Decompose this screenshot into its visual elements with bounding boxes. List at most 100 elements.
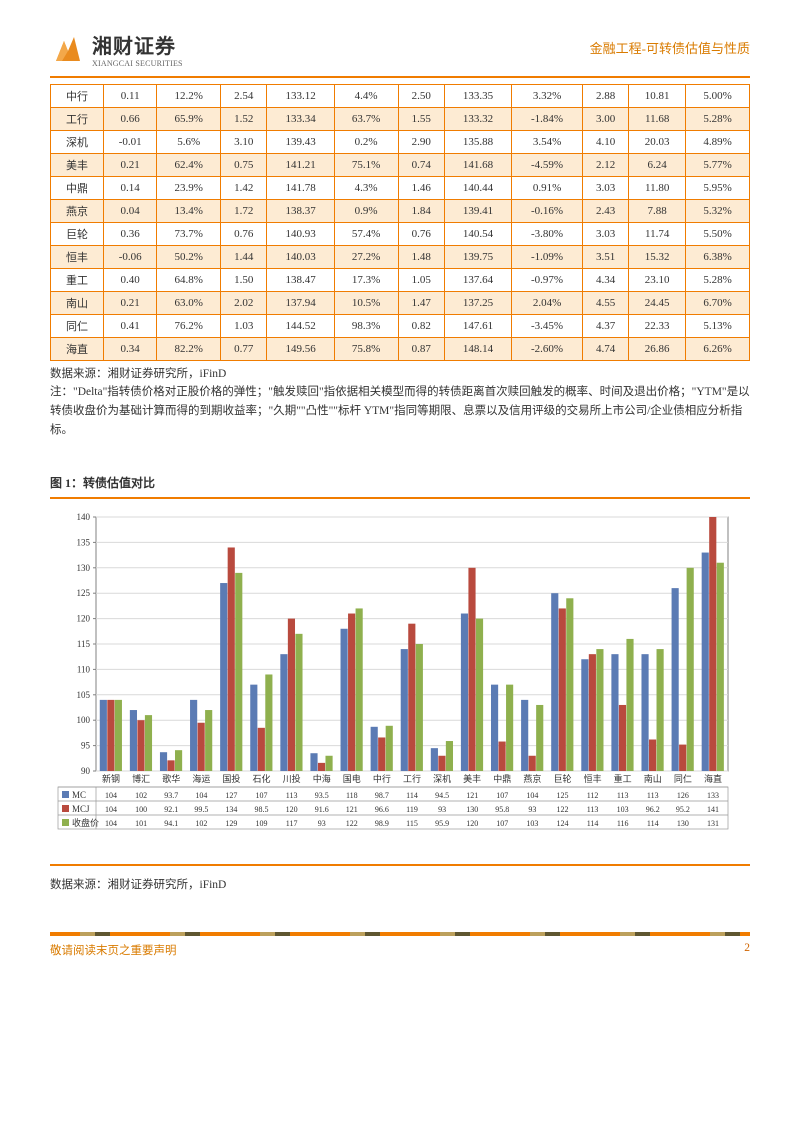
table-cell: 57.4% bbox=[334, 223, 398, 246]
table-cell: 3.03 bbox=[582, 223, 628, 246]
table-cell: 2.02 bbox=[221, 292, 267, 315]
table-cell: 144.52 bbox=[267, 315, 334, 338]
svg-text:美丰: 美丰 bbox=[463, 773, 481, 784]
table-cell: 76.2% bbox=[157, 315, 221, 338]
table-cell: 0.75 bbox=[221, 154, 267, 177]
table-cell: 50.2% bbox=[157, 246, 221, 269]
footer-disclaimer: 敬请阅读末页之重要声明 bbox=[50, 942, 177, 958]
svg-text:93: 93 bbox=[528, 805, 536, 814]
table-cell: 2.88 bbox=[582, 85, 628, 108]
table-cell: 12.2% bbox=[157, 85, 221, 108]
table-cell: 4.34 bbox=[582, 269, 628, 292]
table-cell: 恒丰 bbox=[51, 246, 104, 269]
svg-text:104: 104 bbox=[105, 819, 117, 828]
table-source: 数据来源：湘财证券研究所，iFinD bbox=[50, 365, 750, 381]
table-cell: 140.03 bbox=[267, 246, 334, 269]
svg-text:135: 135 bbox=[77, 537, 91, 547]
svg-text:国投: 国投 bbox=[222, 773, 240, 784]
table-cell: 5.77% bbox=[686, 154, 750, 177]
table-cell: -1.84% bbox=[512, 108, 583, 131]
table-cell: 0.14 bbox=[104, 177, 157, 200]
svg-text:收盘价: 收盘价 bbox=[72, 817, 99, 828]
svg-text:深机: 深机 bbox=[433, 773, 451, 784]
figure-rule bbox=[50, 497, 750, 499]
table-cell: 139.41 bbox=[444, 200, 511, 223]
figure-rule-bottom bbox=[50, 864, 750, 866]
table-cell: -2.60% bbox=[512, 338, 583, 361]
table-cell: -4.59% bbox=[512, 154, 583, 177]
footer-rule bbox=[50, 932, 750, 936]
svg-text:107: 107 bbox=[496, 819, 508, 828]
svg-text:恒丰: 恒丰 bbox=[584, 773, 602, 784]
table-cell: 138.37 bbox=[267, 200, 334, 223]
svg-text:140: 140 bbox=[77, 512, 91, 522]
table-cell: 0.76 bbox=[398, 223, 444, 246]
table-cell: 15.32 bbox=[629, 246, 686, 269]
table-cell: 64.8% bbox=[157, 269, 221, 292]
table-cell: 4.37 bbox=[582, 315, 628, 338]
svg-text:127: 127 bbox=[225, 791, 237, 800]
table-cell: 75.8% bbox=[334, 338, 398, 361]
table-cell: 13.4% bbox=[157, 200, 221, 223]
svg-text:93: 93 bbox=[318, 819, 326, 828]
svg-text:国电: 国电 bbox=[343, 773, 361, 784]
table-row: 南山0.2163.0%2.02137.9410.5%1.47137.252.04… bbox=[51, 292, 750, 315]
table-cell: 1.50 bbox=[221, 269, 267, 292]
table-row: 中行0.1112.2%2.54133.124.4%2.50133.353.32%… bbox=[51, 85, 750, 108]
table-cell: 141.78 bbox=[267, 177, 334, 200]
table-cell: 0.82 bbox=[398, 315, 444, 338]
table-cell: 141.21 bbox=[267, 154, 334, 177]
table-cell: 2.12 bbox=[582, 154, 628, 177]
table-cell: 3.51 bbox=[582, 246, 628, 269]
figure-title: 图 1：转债估值对比 bbox=[50, 474, 750, 491]
table-cell: 82.2% bbox=[157, 338, 221, 361]
table-row: 燕京0.0413.4%1.72138.370.9%1.84139.41-0.16… bbox=[51, 200, 750, 223]
table-cell: 深机 bbox=[51, 131, 104, 154]
table-cell: 137.25 bbox=[444, 292, 511, 315]
svg-text:100: 100 bbox=[135, 805, 147, 814]
svg-text:120: 120 bbox=[77, 614, 91, 624]
svg-text:南山: 南山 bbox=[644, 773, 662, 784]
table-cell: 75.1% bbox=[334, 154, 398, 177]
svg-text:104: 104 bbox=[526, 791, 538, 800]
svg-text:120: 120 bbox=[466, 819, 478, 828]
table-cell: 0.76 bbox=[221, 223, 267, 246]
svg-text:102: 102 bbox=[195, 819, 207, 828]
table-cell: 重工 bbox=[51, 269, 104, 292]
table-cell: 1.48 bbox=[398, 246, 444, 269]
table-cell: 巨轮 bbox=[51, 223, 104, 246]
table-row: 巨轮0.3673.7%0.76140.9357.4%0.76140.54-3.8… bbox=[51, 223, 750, 246]
table-cell: 135.88 bbox=[444, 131, 511, 154]
table-cell: 26.86 bbox=[629, 338, 686, 361]
svg-text:104: 104 bbox=[195, 791, 207, 800]
table-cell: 7.88 bbox=[629, 200, 686, 223]
table-cell: 0.74 bbox=[398, 154, 444, 177]
table-cell: 0.91% bbox=[512, 177, 583, 200]
svg-text:91.6: 91.6 bbox=[315, 805, 329, 814]
svg-text:122: 122 bbox=[346, 819, 358, 828]
table-cell: 63.7% bbox=[334, 108, 398, 131]
svg-text:99.5: 99.5 bbox=[194, 805, 208, 814]
table-cell: 5.13% bbox=[686, 315, 750, 338]
svg-text:113: 113 bbox=[286, 791, 298, 800]
table-cell: -3.45% bbox=[512, 315, 583, 338]
table-cell: 海直 bbox=[51, 338, 104, 361]
table-cell: 23.9% bbox=[157, 177, 221, 200]
table-cell: 工行 bbox=[51, 108, 104, 131]
svg-text:中海: 中海 bbox=[313, 773, 331, 784]
table-cell: 1.05 bbox=[398, 269, 444, 292]
svg-text:122: 122 bbox=[556, 805, 568, 814]
svg-text:98.5: 98.5 bbox=[255, 805, 269, 814]
table-cell: 2.43 bbox=[582, 200, 628, 223]
table-cell: 5.32% bbox=[686, 200, 750, 223]
svg-text:104: 104 bbox=[105, 791, 117, 800]
table-cell: 0.2% bbox=[334, 131, 398, 154]
page-number: 2 bbox=[744, 942, 750, 958]
table-cell: 0.11 bbox=[104, 85, 157, 108]
table-cell: 3.10 bbox=[221, 131, 267, 154]
table-cell: 98.3% bbox=[334, 315, 398, 338]
table-cell: 10.5% bbox=[334, 292, 398, 315]
table-cell: 147.61 bbox=[444, 315, 511, 338]
svg-text:133: 133 bbox=[707, 791, 719, 800]
svg-text:115: 115 bbox=[406, 819, 418, 828]
